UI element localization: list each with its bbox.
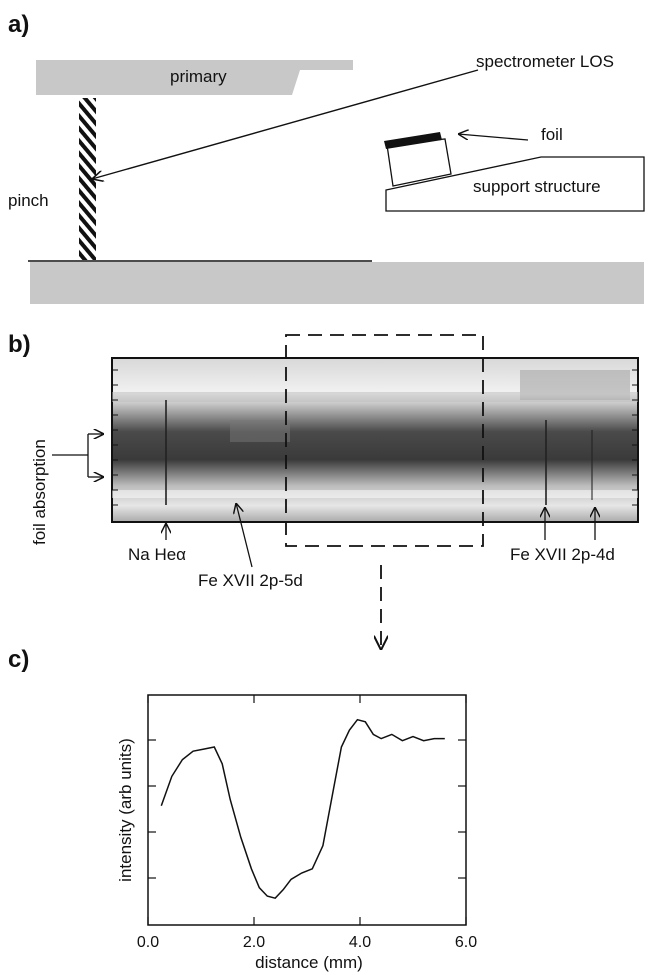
fe-4d-label: Fe XVII 2p-4d bbox=[510, 545, 615, 564]
x-axis-label: distance (mm) bbox=[255, 953, 363, 972]
selection-box bbox=[285, 334, 484, 547]
x-tick-label-3: 6.0 bbox=[455, 934, 477, 951]
panel-a-label: a) bbox=[8, 11, 29, 38]
panel-c: c) 0.0 2.0 4.0 6.0 distance (mm) intensity … bbox=[8, 646, 477, 972]
plot-frame bbox=[147, 694, 467, 926]
x-tick-label-2: 4.0 bbox=[349, 934, 371, 951]
intensity-line bbox=[160, 718, 445, 900]
fe-5d-arrow bbox=[236, 503, 253, 568]
primary-label: primary bbox=[170, 67, 227, 86]
image-ticks bbox=[112, 369, 638, 506]
x-tick-label-1: 2.0 bbox=[243, 934, 265, 951]
y-ticks bbox=[148, 739, 466, 879]
los-arrow bbox=[92, 69, 479, 179]
pinch-column bbox=[79, 98, 96, 260]
panel-a: a) primary pinch spectrometer LOS suppor… bbox=[8, 11, 645, 304]
pinch-label: pinch bbox=[8, 191, 49, 210]
x-tick-label-0: 0.0 bbox=[137, 934, 159, 951]
panel-b-label: b) bbox=[8, 331, 31, 358]
support-label: support structure bbox=[473, 177, 601, 196]
foil-arrow bbox=[458, 134, 529, 141]
fe-5d-label: Fe XVII 2p-5d bbox=[198, 571, 303, 590]
x-ticks bbox=[147, 695, 467, 925]
spectrum-streaks bbox=[112, 370, 638, 498]
support-structure bbox=[385, 156, 645, 212]
primary-electrode bbox=[36, 60, 353, 95]
panel-b: b) foil absorption bbox=[8, 331, 639, 650]
x-tick-labels: 0.0 2.0 4.0 6.0 bbox=[137, 934, 477, 951]
foil-absorption-label: foil absorption bbox=[30, 439, 49, 545]
bottom-electrode bbox=[30, 262, 644, 304]
foil bbox=[384, 132, 442, 149]
panel-c-label: c) bbox=[8, 646, 29, 673]
na-hea-label: Na Heα bbox=[128, 545, 186, 564]
los-label: spectrometer LOS bbox=[476, 52, 614, 71]
y-axis-label: intensity (arb units) bbox=[116, 738, 135, 882]
foil-label: foil bbox=[541, 125, 563, 144]
